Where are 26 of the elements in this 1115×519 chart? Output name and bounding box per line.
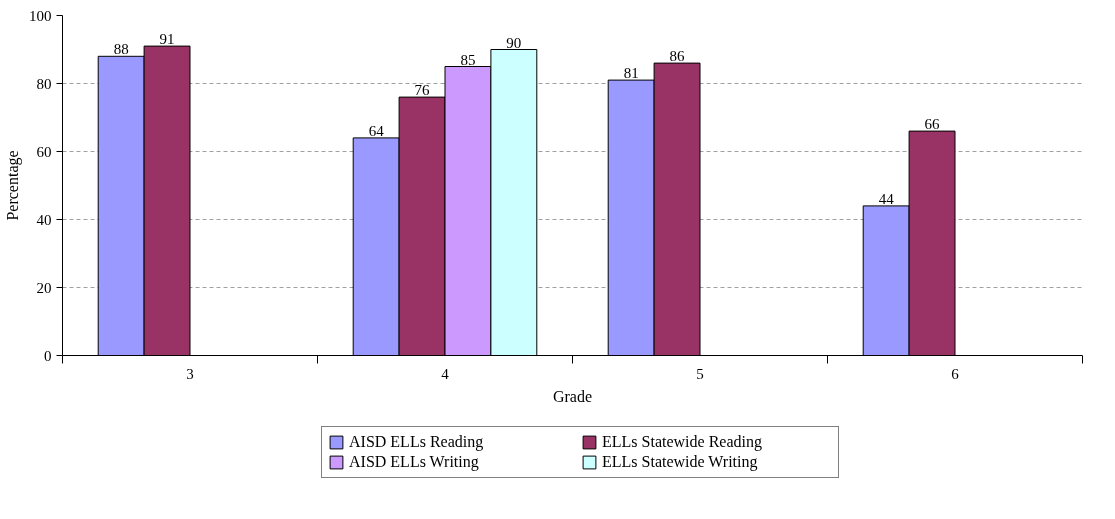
legend-label: AISD ELLs Reading bbox=[349, 433, 485, 451]
legend-label: ELLs Statewide Reading bbox=[602, 433, 763, 451]
x-tick-label: 3 bbox=[186, 365, 194, 382]
data-label: 88 bbox=[113, 41, 129, 58]
y-tick-label: 60 bbox=[36, 143, 52, 160]
legend-label: AISD ELLs Writing bbox=[349, 453, 480, 471]
y-tick-label: 20 bbox=[36, 279, 52, 296]
x-axis-title: Grade bbox=[552, 387, 593, 405]
x-tick-label: 5 bbox=[696, 365, 704, 382]
y-tick-label: 80 bbox=[36, 75, 52, 92]
y-tick-label: 40 bbox=[36, 211, 52, 228]
data-label: 64 bbox=[368, 122, 385, 139]
y-tick-label: 0 bbox=[44, 347, 52, 364]
data-label: 86 bbox=[669, 48, 686, 65]
x-tick-label: 4 bbox=[441, 365, 450, 382]
data-label: 81 bbox=[623, 65, 639, 82]
data-label: 91 bbox=[159, 31, 175, 48]
data-label: 66 bbox=[924, 116, 941, 133]
y-axis-title: Percentage bbox=[4, 150, 22, 221]
legend-label: ELLs Statewide Writing bbox=[602, 453, 759, 471]
data-label: 90 bbox=[506, 34, 522, 51]
data-label: 44 bbox=[878, 190, 895, 207]
y-tick-label: 100 bbox=[29, 7, 52, 24]
x-tick-label: 6 bbox=[951, 365, 960, 382]
data-label: 76 bbox=[414, 82, 431, 99]
data-label: 85 bbox=[460, 51, 476, 68]
